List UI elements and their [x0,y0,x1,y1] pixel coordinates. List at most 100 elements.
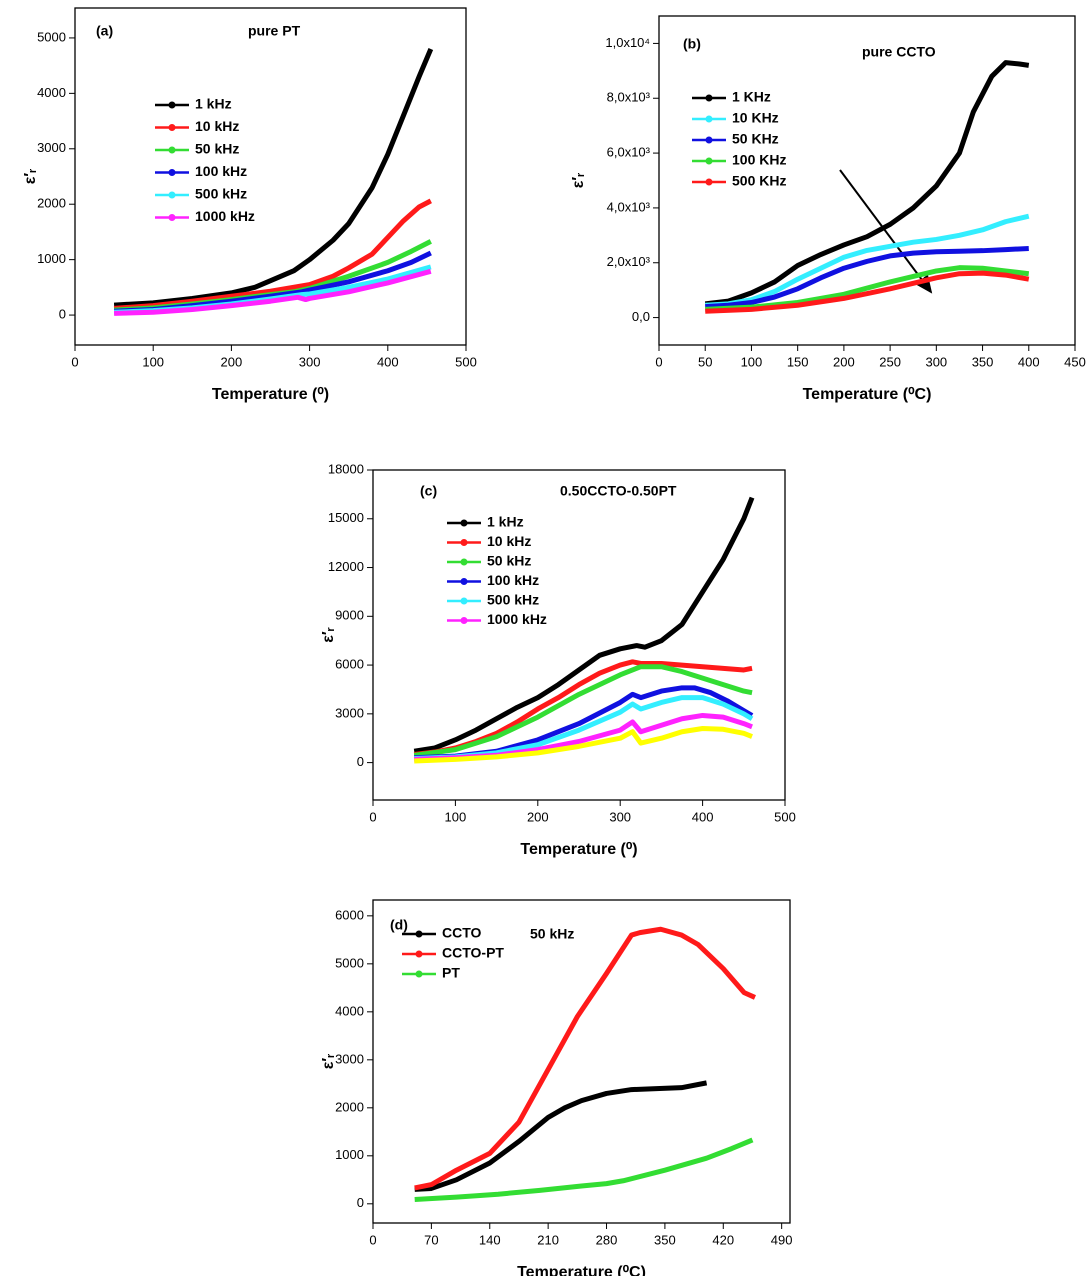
x-tick-label: 0 [655,354,662,369]
legend-label: 500 kHz [195,186,247,202]
series-line [414,1080,708,1192]
legend-marker [460,519,468,527]
x-tick-label: 150 [787,354,809,369]
legend-label: PT [442,965,460,981]
legend-marker [460,597,468,605]
panel-title: 50 kHz [530,926,574,942]
plot-frame [372,469,786,801]
y-tick-label: 4000 [335,1003,364,1018]
legend-label: 1000 kHz [195,208,255,224]
legend-label: 100 kHz [487,572,539,588]
series-line [414,685,754,761]
legend-label: 1000 kHz [487,611,547,627]
legend-marker [705,178,713,186]
y-tick-label: 12000 [328,559,364,574]
x-tick-label: 100 [741,354,763,369]
y-tick-label: 3000 [37,140,66,155]
x-tick-label: 300 [609,809,631,824]
legend-label: 10 kHz [195,118,239,134]
legend-label: CCTO [442,925,482,941]
legend-label: 500 KHz [732,173,786,189]
panel-title: 0.50CCTO-0.50PT [560,483,677,499]
x-tick-label: 250 [879,354,901,369]
y-tick-label: 15000 [328,510,364,525]
legend-marker [168,191,176,199]
panel-label: (b) [683,36,701,52]
legend-label: 500 kHz [487,592,539,608]
legend-marker [415,930,423,938]
legend-label: 50 kHz [487,553,531,569]
y-tick-label: 5000 [37,29,66,44]
x-tick-label: 300 [925,354,947,369]
x-tick-label: 0 [369,809,376,824]
x-tick-label: 0 [369,1232,376,1247]
legend-marker [168,169,176,176]
y-axis-label: ε′ᵣ [22,169,39,184]
y-axis-label: ε′ᵣ [320,1054,337,1069]
y-tick-label: 2000 [37,196,66,211]
x-axis-label: Temperature (⁰) [520,841,637,858]
legend-label: 100 KHz [732,152,786,168]
legend-marker [460,617,468,624]
y-axis-label: ε′ᵣ [320,627,337,642]
y-tick-label: 1000 [37,251,66,266]
series-line [414,1137,754,1202]
x-tick-label: 70 [424,1232,438,1247]
y-tick-label: 0 [59,307,66,322]
arrow [839,169,933,294]
legend-label: 100 kHz [195,163,247,179]
series-line [705,245,1029,310]
panel-label: (c) [420,483,437,499]
y-tick-label: 5000 [335,955,364,970]
legend-label: 1 kHz [195,96,232,112]
legend-marker [460,578,468,585]
y-tick-label: 6000 [335,907,364,922]
x-tick-label: 200 [527,809,549,824]
y-tick-label: 18000 [328,461,364,476]
series-line [414,695,754,762]
plot-frame [74,7,467,346]
x-tick-label: 140 [479,1232,501,1247]
x-tick-label: 490 [771,1232,793,1247]
legend-label: CCTO-PT [442,945,504,961]
y-tick-label: 2000 [335,1099,364,1114]
series-line [114,268,432,316]
x-tick-label: 450 [1064,354,1086,369]
y-tick-label: 1,0x10⁴ [605,35,650,50]
y-tick-label: 9000 [335,608,364,623]
y-tick-label: 3000 [335,1051,364,1066]
x-tick-label: 350 [972,354,994,369]
x-tick-label: 500 [455,354,477,369]
y-tick-label: 0,0 [632,309,650,324]
series-line [705,270,1030,314]
legend-marker [460,558,468,566]
y-axis-label: ε′ᵣ [570,173,587,188]
panel-title: pure PT [248,23,301,39]
x-tick-label: 100 [445,809,467,824]
series-line [413,496,755,754]
x-tick-label: 400 [1018,354,1040,369]
panel-title: pure CCTO [862,44,936,60]
x-tick-label: 350 [654,1232,676,1247]
x-tick-label: 400 [377,354,399,369]
series-line [705,213,1030,308]
legend-label: 10 kHz [487,533,531,549]
y-tick-label: 4000 [37,85,66,100]
x-tick-label: 300 [299,354,321,369]
y-tick-label: 1000 [335,1147,364,1162]
series-line [413,664,753,758]
y-tick-label: 3000 [335,705,364,720]
legend-marker [705,136,713,144]
x-tick-label: 400 [692,809,714,824]
x-tick-label: 200 [833,354,855,369]
legend-marker [705,94,713,102]
legend-marker [168,101,176,109]
legend-label: 50 kHz [195,141,239,157]
y-tick-label: 0 [357,754,364,769]
x-tick-label: 0 [71,354,78,369]
series-line [414,926,756,1191]
y-tick-label: 4,0x10³ [607,199,651,214]
legend-marker [168,124,176,131]
legend-label: 10 KHz [732,110,779,126]
